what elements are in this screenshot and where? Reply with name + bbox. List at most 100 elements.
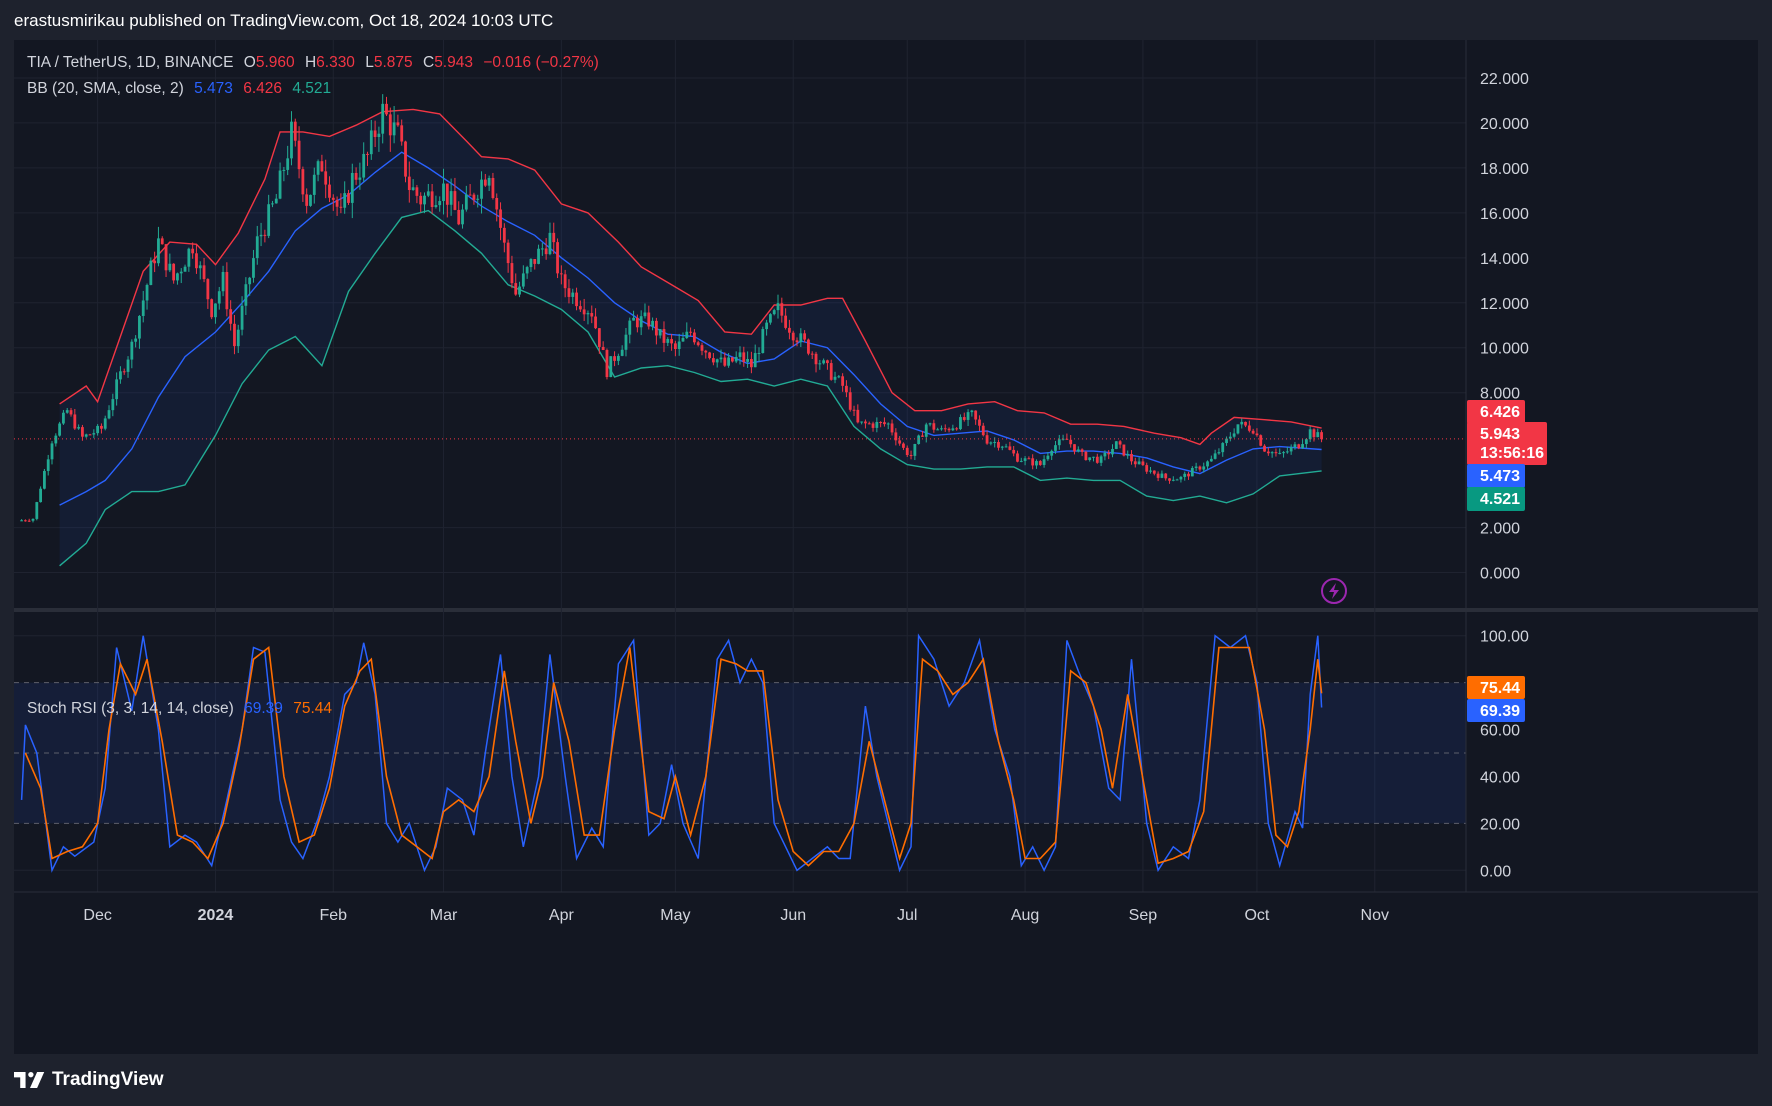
candle-body bbox=[84, 434, 88, 437]
candle-body bbox=[149, 260, 153, 285]
stoch-label[interactable]: Stoch RSI (3, 3, 14, 14, close) bbox=[27, 700, 234, 717]
candle-body bbox=[107, 410, 111, 419]
candle-body bbox=[157, 238, 160, 264]
candle-body bbox=[1114, 441, 1118, 449]
candle-body bbox=[122, 371, 126, 373]
candle-body bbox=[590, 313, 594, 317]
candle-body bbox=[723, 357, 727, 366]
candle-body bbox=[1076, 449, 1080, 452]
candle-body bbox=[879, 422, 883, 424]
candle-body bbox=[1130, 454, 1133, 462]
bb-upper-value: 6.426 bbox=[243, 80, 282, 97]
candle-body bbox=[521, 273, 525, 287]
candle-body bbox=[20, 520, 24, 522]
candle-body bbox=[286, 158, 290, 170]
candle-body bbox=[575, 292, 578, 307]
candle-body bbox=[1183, 473, 1187, 477]
candle-body bbox=[993, 442, 997, 444]
candle-body bbox=[1152, 470, 1156, 474]
bb-label[interactable]: BB (20, SMA, close, 2) bbox=[27, 80, 184, 97]
candle-body bbox=[1202, 466, 1206, 470]
candle-body bbox=[1247, 425, 1251, 431]
candle-body bbox=[1160, 473, 1164, 478]
candle-body bbox=[670, 339, 673, 344]
candle-body bbox=[518, 286, 521, 295]
candle-body bbox=[1031, 458, 1035, 466]
candle-body bbox=[1198, 466, 1202, 470]
alert-lightning-icon[interactable] bbox=[1321, 578, 1347, 604]
candle-body bbox=[362, 153, 366, 178]
chart-canvas[interactable]: 22.000 20.000 18.000 16.000 14.000 12.000 10.0… bbox=[14, 40, 1758, 1054]
candle-body bbox=[206, 279, 210, 300]
candle-body bbox=[807, 339, 810, 354]
stoch-k-tag bbox=[1467, 699, 1525, 722]
candle-body bbox=[244, 284, 248, 306]
candle-body bbox=[943, 428, 947, 430]
bb-basis-value: 5.473 bbox=[194, 80, 233, 97]
candle-body bbox=[1061, 438, 1065, 440]
candle-body bbox=[343, 193, 347, 208]
bb-upper-tag bbox=[1467, 400, 1525, 424]
candle-body bbox=[24, 520, 27, 522]
stoch-axis-label: 0.00 bbox=[1480, 863, 1511, 880]
low-value: 5.875 bbox=[373, 54, 413, 71]
price-axis-label: 20.000 bbox=[1480, 116, 1529, 133]
footer-brand[interactable]: TradingView bbox=[14, 1067, 164, 1093]
candle-body bbox=[1084, 451, 1088, 461]
candle-body bbox=[100, 425, 103, 429]
candle-body bbox=[187, 248, 191, 267]
candle-body bbox=[1042, 459, 1046, 465]
candle-body bbox=[1304, 439, 1308, 445]
candle-body bbox=[130, 341, 134, 360]
candle-body bbox=[1179, 476, 1183, 480]
candle-body bbox=[419, 195, 423, 205]
candle-body bbox=[1236, 424, 1240, 434]
candle-body bbox=[605, 350, 609, 378]
candle-body bbox=[1137, 461, 1141, 465]
bb-basis-line[interactable] bbox=[59, 151, 1322, 506]
candle-body bbox=[1187, 473, 1190, 477]
price-legend: TIA / TetherUS, 1D, BINANCE O5.960 H6.33… bbox=[27, 54, 605, 72]
candle-body bbox=[932, 423, 936, 430]
price-axis-label: 18.000 bbox=[1480, 161, 1529, 178]
price-axis-label: 12.000 bbox=[1480, 296, 1529, 313]
candle-body bbox=[1088, 457, 1092, 461]
candle-body bbox=[772, 310, 776, 315]
stoch-k-value: 69.39 bbox=[244, 700, 283, 717]
candle-body bbox=[1240, 421, 1244, 425]
symbol-label[interactable]: TIA / TetherUS, 1D, BINANCE bbox=[27, 54, 234, 71]
candle-body bbox=[727, 357, 730, 366]
candle-body bbox=[1266, 451, 1270, 454]
stoch-d-line[interactable] bbox=[24, 646, 1323, 867]
candle-body bbox=[103, 418, 107, 429]
candle-body bbox=[54, 435, 58, 444]
candle-body bbox=[940, 428, 943, 430]
candle-body bbox=[1213, 453, 1217, 459]
candle-body bbox=[810, 353, 814, 355]
candle-body bbox=[803, 333, 807, 340]
time-axis-label: Nov bbox=[1361, 907, 1389, 924]
time-axis-label: 2024 bbox=[198, 907, 234, 924]
candle-body bbox=[685, 331, 689, 338]
candle-body bbox=[845, 385, 848, 393]
price-tag-text: 5.943 bbox=[1480, 426, 1520, 443]
candle-body bbox=[563, 274, 567, 289]
candle-body bbox=[761, 329, 765, 354]
candle-body bbox=[822, 360, 826, 364]
candle-body bbox=[875, 422, 879, 428]
bb-upper-line[interactable] bbox=[59, 108, 1322, 446]
candle-body bbox=[358, 177, 362, 180]
bb-lower-value: 4.521 bbox=[292, 80, 332, 97]
candle-body bbox=[742, 352, 746, 362]
pane-separator[interactable] bbox=[14, 608, 1758, 612]
candle-body bbox=[347, 193, 350, 203]
candle-body bbox=[191, 248, 195, 254]
bb-lower-line[interactable] bbox=[59, 209, 1322, 567]
candle-body bbox=[483, 179, 487, 186]
bb-legend: BB (20, SMA, close, 2) 5.473 6.426 4.521 bbox=[27, 80, 337, 98]
stoch-legend: Stoch RSI (3, 3, 14, 14, close) 69.39 75… bbox=[27, 700, 338, 718]
candle-body bbox=[537, 248, 540, 264]
candle-body bbox=[1000, 446, 1004, 448]
candle-body bbox=[924, 424, 928, 437]
stoch-d-tag bbox=[1467, 676, 1525, 699]
